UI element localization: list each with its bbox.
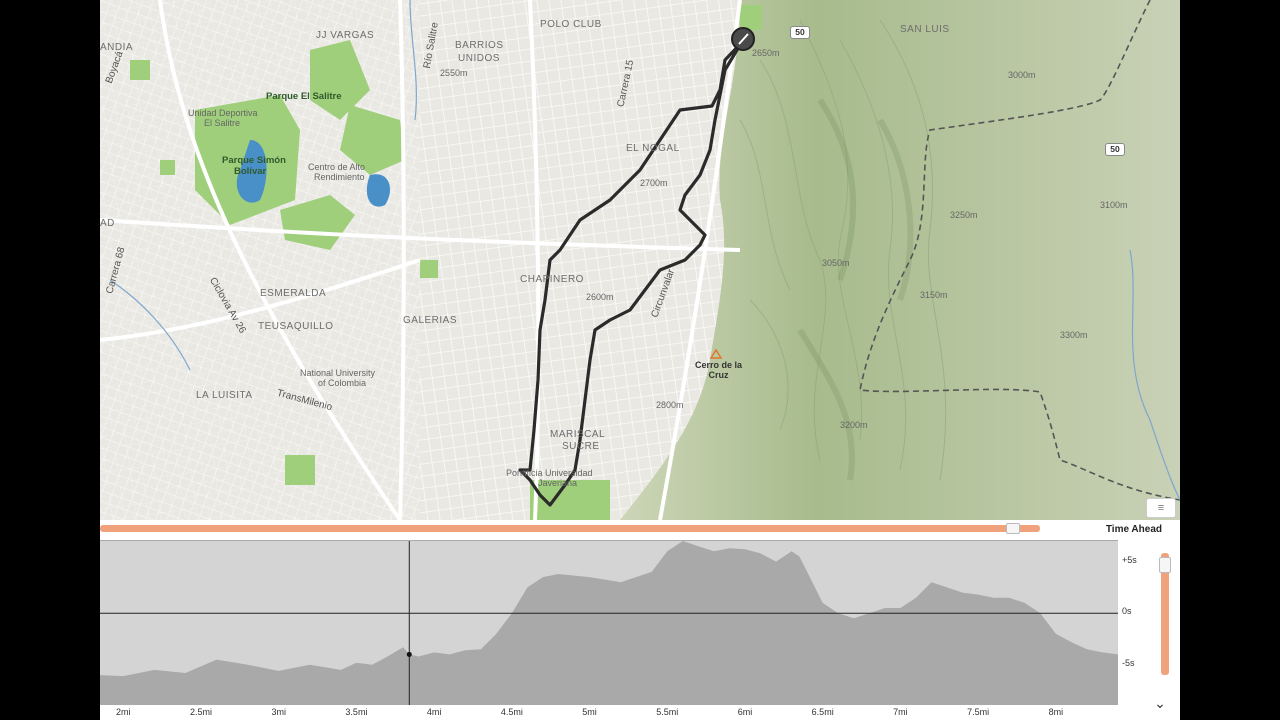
label-of-colombia: of Colombia (318, 378, 367, 388)
timeline-track[interactable] (100, 525, 1040, 532)
y-tick-label: 0s (1122, 606, 1132, 617)
y-tick-label: +5s (1122, 554, 1137, 565)
x-tick-label: 6.5mi (811, 707, 834, 717)
elevation-label: 2800m (656, 400, 684, 410)
x-tick-label: 7mi (893, 707, 908, 717)
vertical-zoom-thumb[interactable] (1159, 557, 1171, 573)
time-ahead-chart[interactable] (100, 540, 1118, 706)
x-tick-label: 8mi (1048, 707, 1064, 717)
x-tick-label: 4mi (426, 707, 442, 717)
label-pontificia: Pontificia Universidad (506, 468, 593, 478)
x-tick-label: 4.5mi (500, 707, 523, 717)
elevation-label: 3150m (920, 290, 948, 300)
route-map[interactable]: POLO CLUB JJ VARGAS BARRIOS UNIDOS EL NO… (100, 0, 1180, 520)
label-teusaquillo: TEUSAQUILLO (258, 321, 334, 332)
app-window: POLO CLUB JJ VARGAS BARRIOS UNIDOS EL NO… (100, 0, 1180, 720)
y-tick-label: -5s (1122, 657, 1135, 668)
x-axis: 2mi 2.5mi 3mi 3.5mi 4mi 4.5mi 5mi 5.5mi 6mi 6.5mi… (100, 705, 1118, 720)
elevation-label: 3100m (1100, 200, 1128, 210)
x-tick-label: 3mi (271, 707, 286, 717)
route-shield: 50 (1105, 143, 1125, 156)
label-andia: ANDIA (100, 42, 134, 53)
label-cerro-de-la-cruz: Cerro de la Cruz (695, 360, 743, 380)
elevation-label: 3250m (950, 210, 978, 220)
x-tick-label: 5mi (582, 707, 597, 717)
label-national-university: National University (300, 368, 376, 378)
label-san-luis: SAN LUIS (900, 24, 950, 35)
label-ad: AD (100, 218, 115, 229)
label-javeriana: Javeriana (538, 478, 578, 488)
label-bolivar: Bolívar (234, 166, 267, 177)
label-sucre: SUCRE (562, 441, 600, 452)
elevation-label: 2650m (752, 48, 780, 58)
elevation-label: 2600m (586, 292, 614, 302)
vertical-zoom-slider[interactable] (1159, 553, 1171, 675)
x-tick-label: 6mi (737, 707, 753, 717)
route-line (518, 38, 746, 507)
x-tick-label: 2.5mi (190, 707, 213, 717)
label-rendimiento: Rendimiento (314, 172, 365, 182)
label-barrios: BARRIOS (455, 40, 504, 51)
label-la-luisita: LA LUISITA (196, 390, 253, 401)
label-esmeralda: ESMERALDA (260, 288, 327, 299)
elevation-label: 2550m (440, 68, 468, 78)
route-shield: 50 (790, 26, 810, 39)
playhead-point (406, 651, 412, 657)
label-el-nogal: EL NOGAL (626, 143, 680, 154)
elevation-label: 3050m (822, 258, 850, 268)
timeline-scrubber[interactable]: Time Ahead (100, 520, 1180, 536)
elevation-label: 2700m (640, 178, 668, 188)
layers-icon[interactable]: ≡ (1146, 498, 1176, 518)
label-parque-simon: Parque Simón (222, 155, 286, 166)
chart-title: Time Ahead (1105, 524, 1162, 535)
label-jj-vargas: JJ VARGAS (316, 30, 375, 41)
x-tick-label: 5.5mi (656, 707, 679, 717)
time-ahead-area (100, 541, 1118, 706)
label-el-salitre: El Salitre (204, 118, 241, 128)
elevation-label: 3200m (840, 420, 868, 430)
collapse-chevron-icon[interactable]: ⌄ (1154, 695, 1166, 711)
label-polo-club: POLO CLUB (540, 19, 602, 30)
x-tick-label: 3.5mi (345, 707, 368, 717)
label-centro-alto: Centro de Alto (308, 162, 366, 172)
elevation-label: 3300m (1060, 330, 1088, 340)
label-unidad-deportiva: Unidad Deportiva (188, 108, 258, 118)
x-tick-label: 2mi (116, 707, 131, 717)
x-tick-label: 7.5mi (967, 707, 990, 717)
timeline-thumb[interactable] (1006, 523, 1020, 534)
label-mariscal: MARISCAL (550, 429, 606, 440)
label-unidos: UNIDOS (458, 53, 500, 64)
peak-icon (709, 348, 723, 359)
elevation-label: 3000m (1008, 70, 1036, 80)
label-galerias: GALERIAS (403, 315, 458, 326)
label-chapinero: CHAPINERO (520, 274, 584, 285)
chart-canvas[interactable] (100, 541, 1118, 706)
map-canvas[interactable] (100, 0, 1180, 520)
label-parque-el-salitre: Parque El Salitre (266, 91, 342, 102)
